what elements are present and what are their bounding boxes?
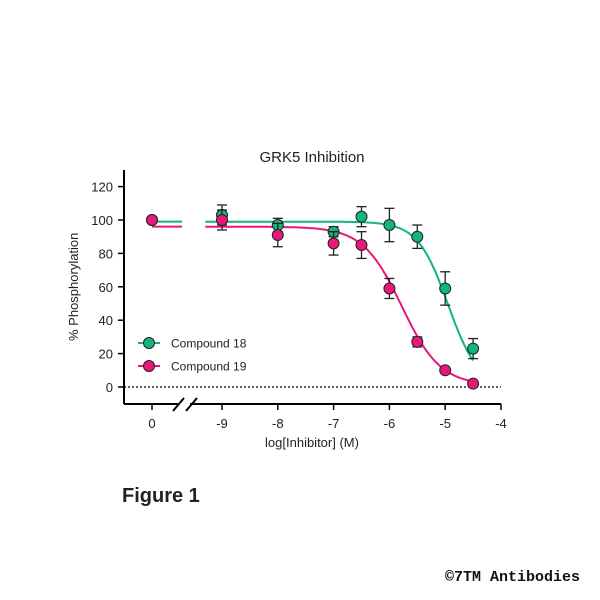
y-tick-label: 120	[91, 180, 113, 195]
copyright-text: ©7TM Antibodies	[444, 569, 580, 586]
y-tick-label: 80	[99, 246, 113, 261]
legend-marker	[143, 360, 155, 372]
data-point	[411, 230, 424, 243]
figure-label: Figure 1	[122, 485, 200, 507]
fit-curve	[205, 220, 474, 362]
data-point	[355, 210, 368, 223]
data-point	[146, 214, 158, 226]
x-tick-label: -8	[272, 416, 284, 431]
data-point	[355, 239, 368, 252]
data-point	[216, 214, 228, 226]
data-point	[439, 282, 452, 295]
data-point	[271, 229, 284, 242]
data-point	[439, 364, 452, 377]
legend-marker	[143, 337, 155, 349]
y-tick-label: 60	[99, 280, 113, 295]
chart-title: GRK5 Inhibition	[259, 149, 364, 166]
data-point	[467, 377, 480, 390]
x-tick-label: 0	[148, 416, 155, 431]
y-tick-label: 40	[99, 313, 113, 328]
y-tick-label: 100	[91, 213, 113, 228]
x-axis-label: log[Inhibitor] (M)	[265, 435, 359, 450]
data-point	[383, 282, 396, 295]
x-tick-label: -9	[216, 416, 228, 431]
axis-break-mark	[172, 397, 185, 412]
data-point	[467, 342, 480, 355]
x-tick-label: -4	[495, 416, 507, 431]
fit-curve	[205, 225, 474, 383]
x-tick-label: -5	[439, 416, 451, 431]
y-tick-label: 0	[106, 380, 113, 395]
data-point	[411, 335, 424, 348]
legend-label: Compound 18	[171, 337, 247, 351]
data-point	[383, 219, 396, 232]
x-tick-label: -6	[384, 416, 396, 431]
y-axis-label: % Phosphorylation	[66, 233, 81, 341]
legend-label: Compound 19	[171, 360, 247, 374]
data-point	[327, 237, 340, 250]
x-tick-label: -7	[328, 416, 340, 431]
axis-break-mark	[185, 397, 198, 412]
y-tick-label: 20	[99, 347, 113, 362]
